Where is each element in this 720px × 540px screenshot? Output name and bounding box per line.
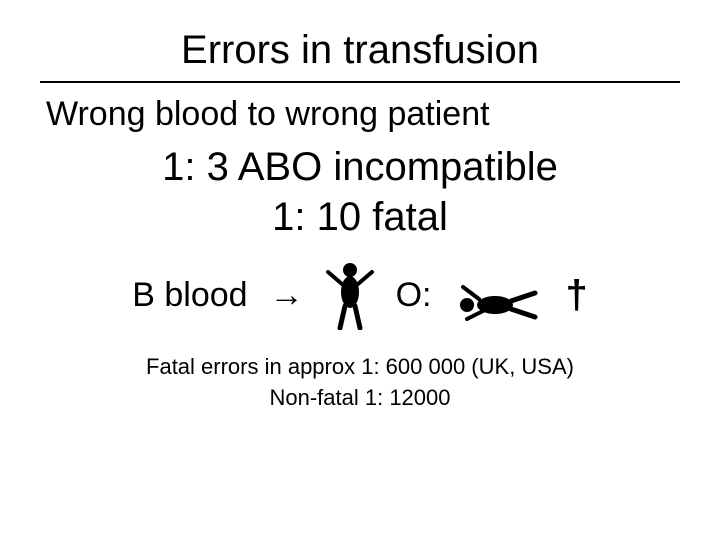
arrow-icon: → <box>270 276 304 315</box>
subtitle: Wrong blood to wrong patient <box>46 95 680 134</box>
footer-stats: Fatal errors in approx 1: 600 000 (UK, U… <box>40 352 680 414</box>
footer-line-1: Fatal errors in approx 1: 600 000 (UK, U… <box>40 352 680 383</box>
blood-type-label: B blood <box>132 276 247 315</box>
stat-line-2: 1: 10 fatal <box>40 192 680 242</box>
lying-person-icon <box>453 269 543 321</box>
main-stats: 1: 3 ABO incompatible 1: 10 fatal <box>40 142 680 242</box>
death-cross-icon: † <box>565 273 587 318</box>
page-title: Errors in transfusion <box>40 28 680 73</box>
stat-line-1: 1: 3 ABO incompatible <box>40 142 680 192</box>
slide: Errors in transfusion Wrong blood to wro… <box>0 0 720 540</box>
title-rule <box>40 81 680 83</box>
footer-line-2: Non-fatal 1: 12000 <box>40 383 680 414</box>
recipient-label: O: <box>396 276 432 315</box>
standing-person-icon <box>326 260 374 330</box>
illustration-row: B blood → O: † <box>40 260 680 330</box>
